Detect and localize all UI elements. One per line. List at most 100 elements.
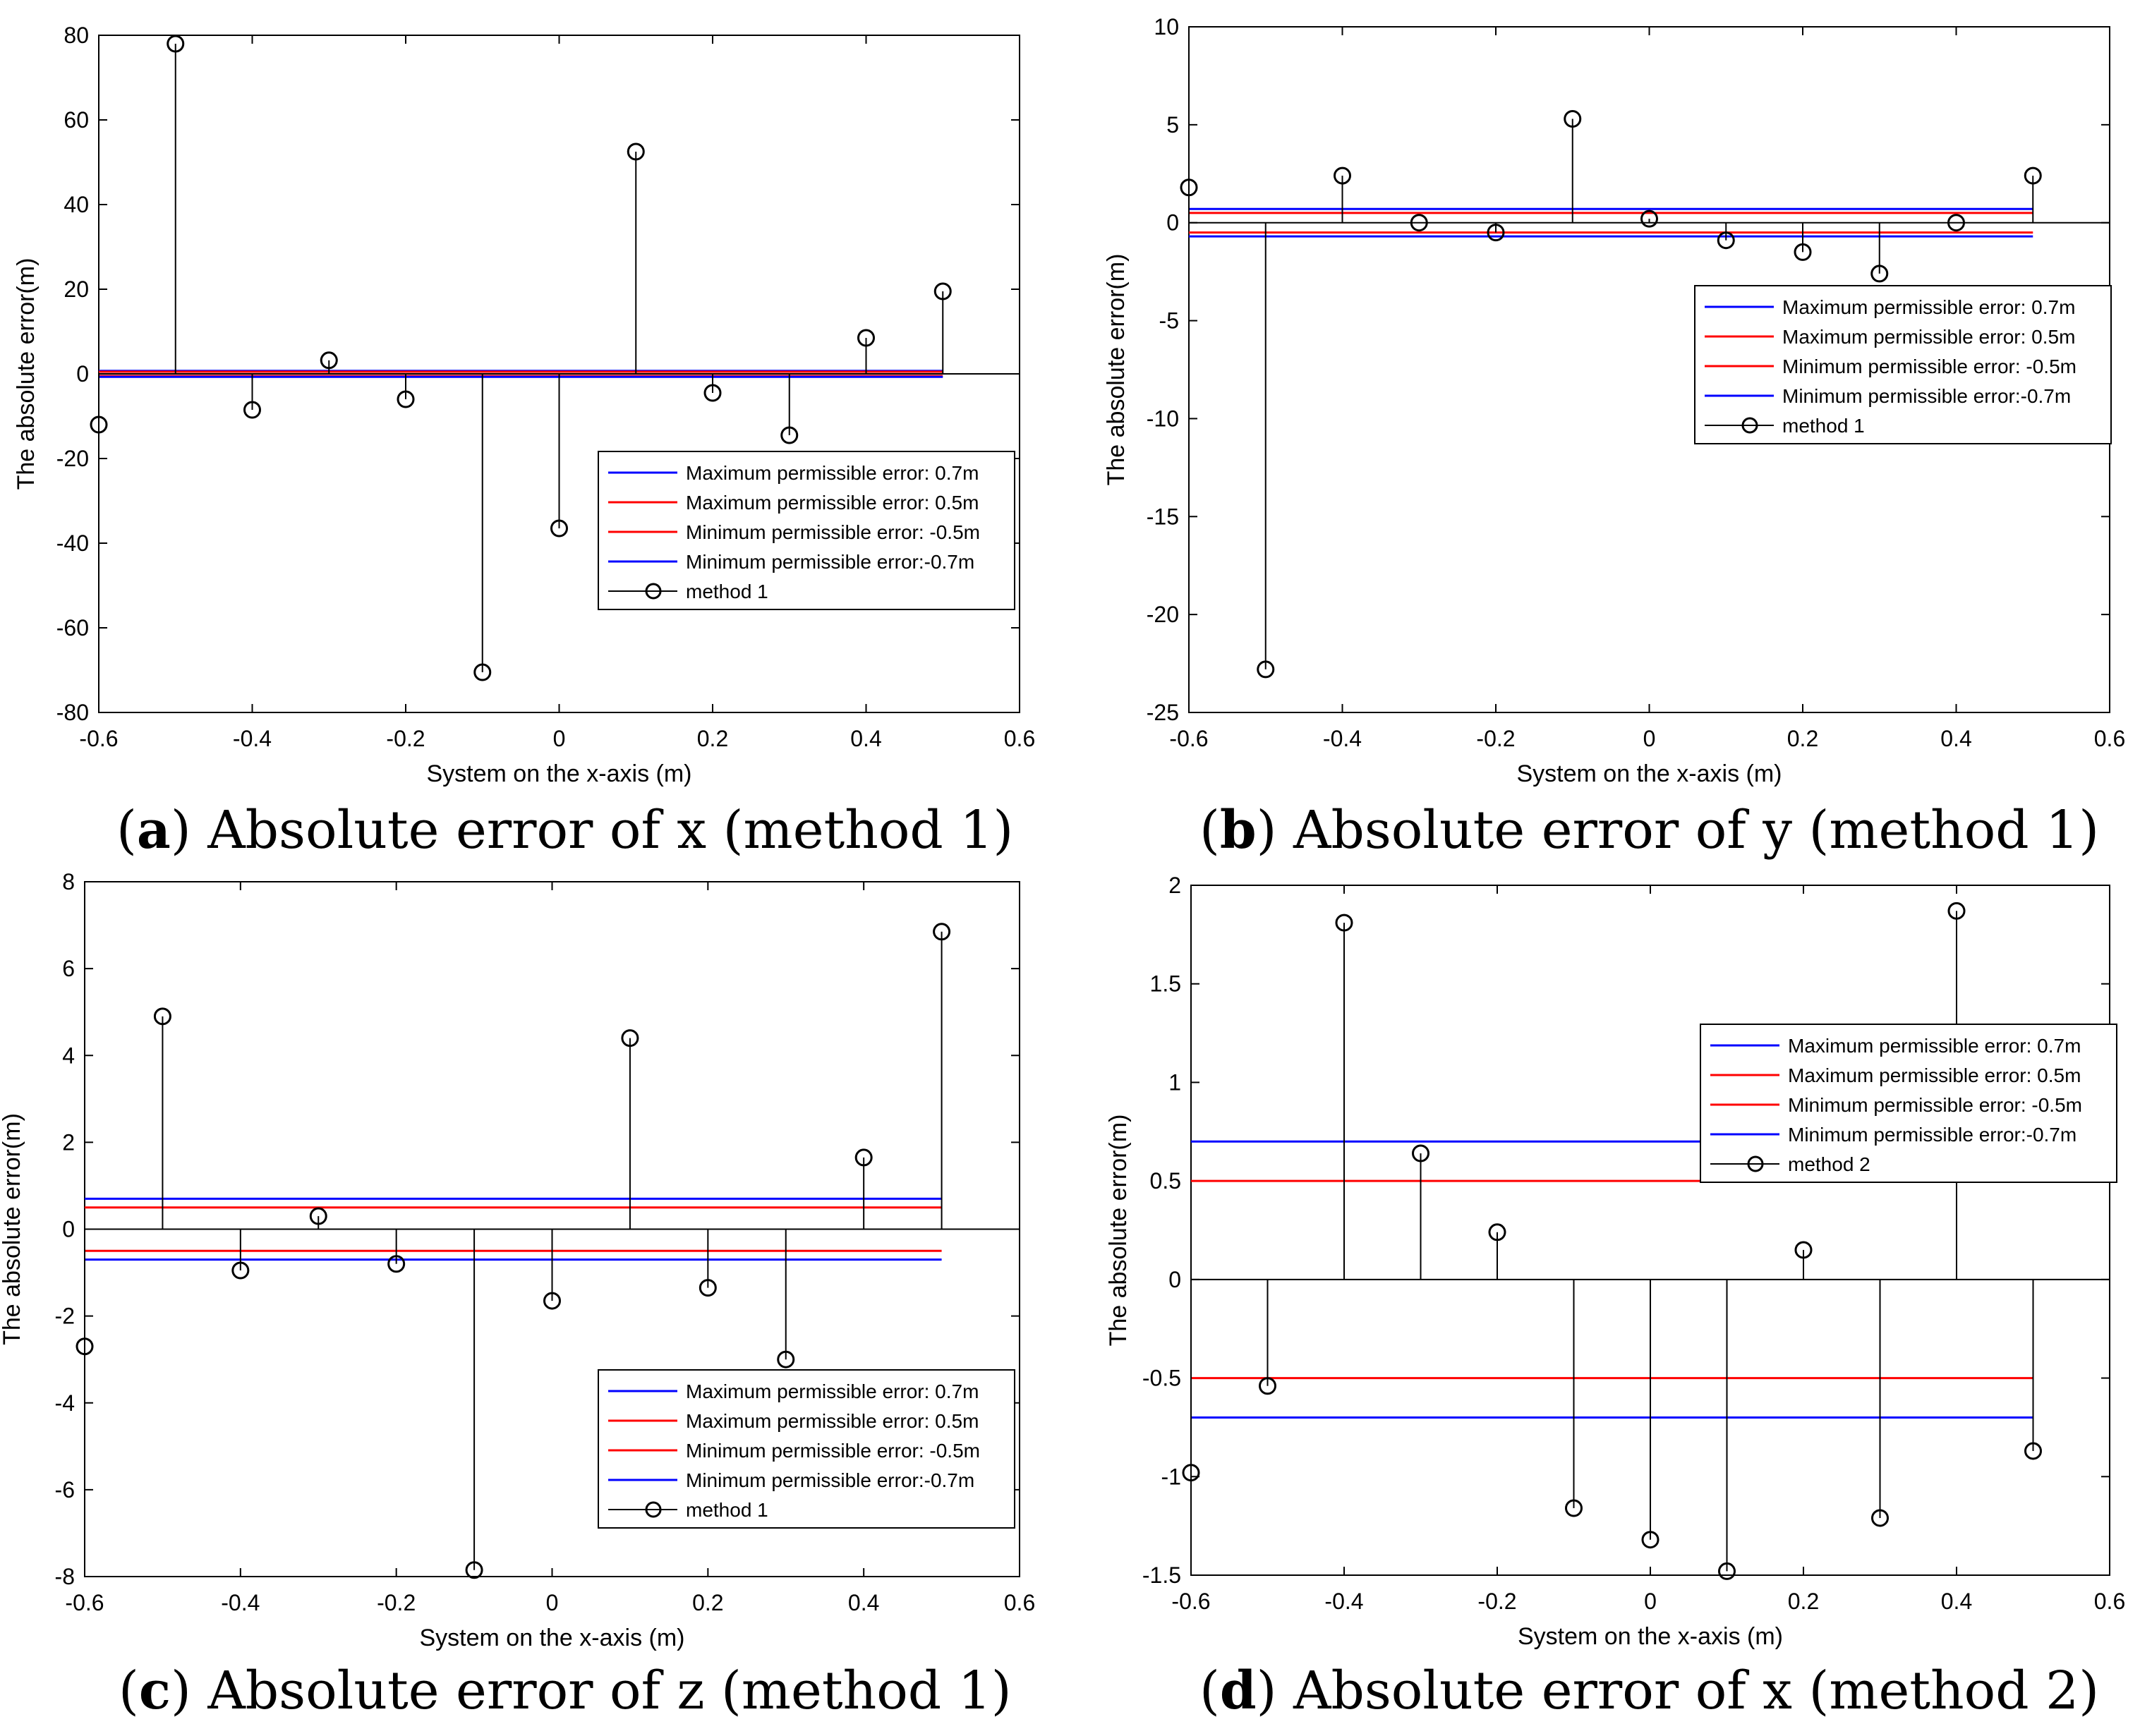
x-tick-label: 0 (1643, 726, 1656, 751)
legend-label: Minimum permissible error:-0.7m (1788, 1124, 2076, 1146)
legend-label: Maximum permissible error: 0.5m (1782, 326, 2075, 348)
stem-marker (1259, 1377, 1276, 1395)
legend-label: Minimum permissible error:-0.7m (686, 1469, 974, 1491)
y-tick-label: 2 (62, 1129, 75, 1155)
caption-open: ( (119, 1661, 139, 1721)
legend-label: method 2 (1788, 1153, 1870, 1175)
stem-marker (1640, 210, 1658, 228)
legend-label: Maximum permissible error: 0.7m (686, 1380, 979, 1402)
legend-label: Maximum permissible error: 0.7m (686, 462, 979, 484)
stem-marker (1871, 1509, 1889, 1527)
caption-a: (a) Absolute error of x (method 1) (116, 804, 1013, 856)
y-tick-label: -15 (1147, 504, 1179, 529)
caption-close: ) (1256, 800, 1277, 861)
stem-marker (621, 1029, 639, 1048)
x-tick-label: 0.6 (2094, 726, 2125, 751)
x-tick-label: -0.4 (233, 726, 272, 751)
stem-marker (777, 1350, 795, 1368)
x-tick-label: -0.4 (221, 1590, 260, 1615)
y-tick-label: 4 (62, 1043, 75, 1068)
y-tick-label: -6 (55, 1477, 75, 1503)
stem-marker (1794, 243, 1812, 261)
x-tick-label: 0.2 (1787, 726, 1818, 751)
caption-letter: d (1219, 1661, 1257, 1721)
y-tick-label: 6 (62, 956, 75, 981)
caption-letter: c (138, 1661, 171, 1721)
stem-marker (2024, 166, 2042, 185)
y-tick-label: -4 (55, 1390, 75, 1416)
stem-marker (1870, 265, 1889, 283)
stem-marker (1257, 660, 1275, 679)
x-tick-label: -0.2 (386, 726, 425, 751)
legend-box (1700, 1024, 2117, 1183)
stem-marker (90, 415, 108, 434)
x-tick-label: 0.4 (1940, 726, 1971, 751)
legend-marker (1747, 1155, 1764, 1172)
legend-label: Maximum permissible error: 0.5m (1788, 1064, 2081, 1086)
x-tick-label: -0.4 (1324, 1589, 1363, 1614)
x-tick-label: -0.6 (1171, 1589, 1210, 1614)
stem-marker (1947, 902, 1966, 920)
legend-label: Minimum permissible error:-0.7m (1782, 385, 2071, 407)
stem-marker (465, 1561, 483, 1579)
stem-marker (857, 329, 875, 347)
caption-d: (d) Absolute error of x (method 2) (1199, 1665, 2099, 1717)
legend-box (1694, 285, 2112, 444)
y-tick-label: -60 (56, 615, 89, 641)
caption-text: Absolute error of x (method 1) (191, 800, 1014, 861)
y-tick-label: -1 (1161, 1464, 1181, 1489)
legend-label: method 1 (686, 1499, 768, 1521)
y-axis-label: The absolute error(m) (1105, 1115, 1132, 1347)
stem-marker (320, 351, 338, 370)
x-tick-label: 0 (1644, 1589, 1657, 1614)
y-axis-label: The absolute error(m) (1103, 254, 1130, 486)
x-tick-label: 0.6 (1004, 726, 1035, 751)
stem-marker (1180, 178, 1198, 197)
y-tick-label: -25 (1147, 700, 1179, 725)
legend-label: method 1 (686, 581, 768, 602)
legend-label: method 1 (1782, 415, 1865, 437)
stem-marker (309, 1207, 327, 1225)
x-axis-label: System on the x-axis (m) (427, 760, 692, 787)
chart-panel-a: -0.6 -0.4 -0.2 0 0.2 0.4 0.6 -80 -60 -40 -20 0 20 40 6… (13, 23, 1035, 787)
stem-marker (2024, 1442, 2042, 1460)
stem-marker (1334, 166, 1351, 185)
y-tick-label: -2 (55, 1304, 75, 1329)
stem-marker (699, 1279, 717, 1297)
stem-marker (167, 35, 185, 53)
y-tick-label: -40 (56, 530, 89, 556)
chart-panel-c: -0.6 -0.4 -0.2 0 0.2 0.4 0.6 -8 -6 -4 -2 0 2 4 6 8 Syste… (0, 869, 1035, 1651)
y-tick-label: 80 (64, 23, 89, 48)
caption-letter: a (136, 800, 171, 861)
stem-marker (780, 426, 799, 444)
legend-label: Maximum permissible error: 0.5m (686, 1410, 979, 1432)
stem-marker (1564, 110, 1582, 128)
caption-open: ( (1199, 800, 1220, 861)
stem-marker (1718, 1562, 1736, 1580)
x-tick-label: -0.6 (1169, 726, 1208, 751)
x-tick-label: 0.6 (1004, 1590, 1035, 1615)
legend-label: Minimum permissible error: -0.5m (1782, 356, 2076, 377)
y-tick-label: 0 (76, 361, 89, 387)
caption-c: (c) Absolute error of z (method 1) (119, 1665, 1012, 1717)
y-tick-label: -20 (56, 446, 89, 471)
stem-marker (1794, 1241, 1813, 1259)
legend-marker (1741, 417, 1758, 434)
y-tick-label: 40 (64, 192, 89, 217)
stem-marker (1947, 214, 1965, 232)
caption-text: Absolute error of y (method 1) (1276, 800, 2100, 861)
legend-marker (645, 583, 662, 600)
y-tick-label: -10 (1147, 406, 1179, 431)
stem-marker (243, 401, 261, 419)
x-tick-label: 0.6 (2094, 1589, 2125, 1614)
x-tick-label: 0 (546, 1590, 559, 1615)
legend-label: Maximum permissible error: 0.5m (686, 492, 979, 514)
y-tick-label: 0.5 (1150, 1168, 1181, 1194)
legend-box (598, 1369, 1015, 1529)
caption-close: ) (170, 800, 191, 861)
y-tick-label: -0.5 (1142, 1366, 1181, 1391)
y-tick-label: 1 (1168, 1069, 1181, 1095)
stem-marker (933, 923, 951, 941)
x-axis-label: System on the x-axis (m) (1518, 1623, 1783, 1650)
stem-marker (153, 1007, 171, 1026)
